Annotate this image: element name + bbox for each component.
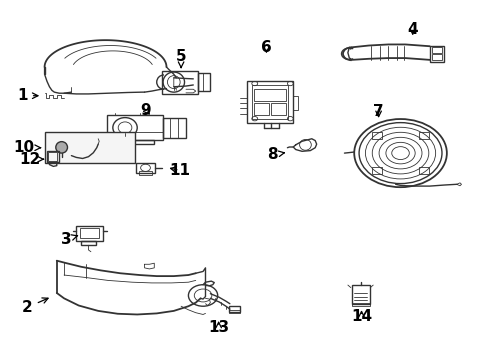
Bar bbox=[418, 132, 428, 139]
Text: 3: 3 bbox=[61, 232, 78, 247]
Bar bbox=[431, 54, 441, 60]
Text: 12: 12 bbox=[20, 152, 43, 167]
Bar bbox=[254, 89, 285, 101]
Text: 5: 5 bbox=[176, 49, 186, 67]
Bar bbox=[107, 116, 163, 140]
Ellipse shape bbox=[56, 141, 67, 153]
Bar bbox=[271, 103, 285, 116]
Bar bbox=[254, 103, 268, 116]
Bar bbox=[80, 228, 99, 238]
Bar bbox=[228, 310, 239, 314]
Bar bbox=[161, 71, 198, 94]
Bar bbox=[351, 285, 369, 304]
Bar bbox=[198, 73, 210, 91]
Text: 4: 4 bbox=[407, 22, 417, 37]
Bar bbox=[251, 85, 288, 119]
Text: 14: 14 bbox=[350, 309, 371, 324]
Bar bbox=[136, 163, 155, 173]
Text: 8: 8 bbox=[267, 147, 284, 162]
Text: 13: 13 bbox=[208, 320, 229, 334]
Bar bbox=[246, 81, 293, 123]
Bar bbox=[431, 47, 441, 53]
Text: 6: 6 bbox=[261, 40, 271, 55]
Bar bbox=[48, 152, 57, 161]
Bar bbox=[163, 118, 186, 138]
Text: 9: 9 bbox=[141, 103, 151, 118]
Text: 2: 2 bbox=[22, 298, 48, 315]
Text: 10: 10 bbox=[14, 140, 41, 155]
Bar bbox=[418, 167, 428, 174]
Bar bbox=[44, 132, 135, 163]
Bar bbox=[371, 167, 381, 174]
Bar bbox=[293, 96, 298, 110]
Bar bbox=[371, 132, 381, 139]
Bar bbox=[47, 150, 59, 162]
Text: 11: 11 bbox=[169, 163, 190, 178]
Bar bbox=[429, 45, 444, 62]
Bar bbox=[76, 226, 103, 241]
Text: 7: 7 bbox=[372, 104, 383, 120]
Bar bbox=[132, 140, 154, 144]
Bar bbox=[81, 241, 96, 245]
Bar bbox=[228, 306, 239, 312]
Text: 1: 1 bbox=[18, 88, 38, 103]
Bar bbox=[351, 303, 369, 306]
Bar bbox=[139, 171, 152, 175]
